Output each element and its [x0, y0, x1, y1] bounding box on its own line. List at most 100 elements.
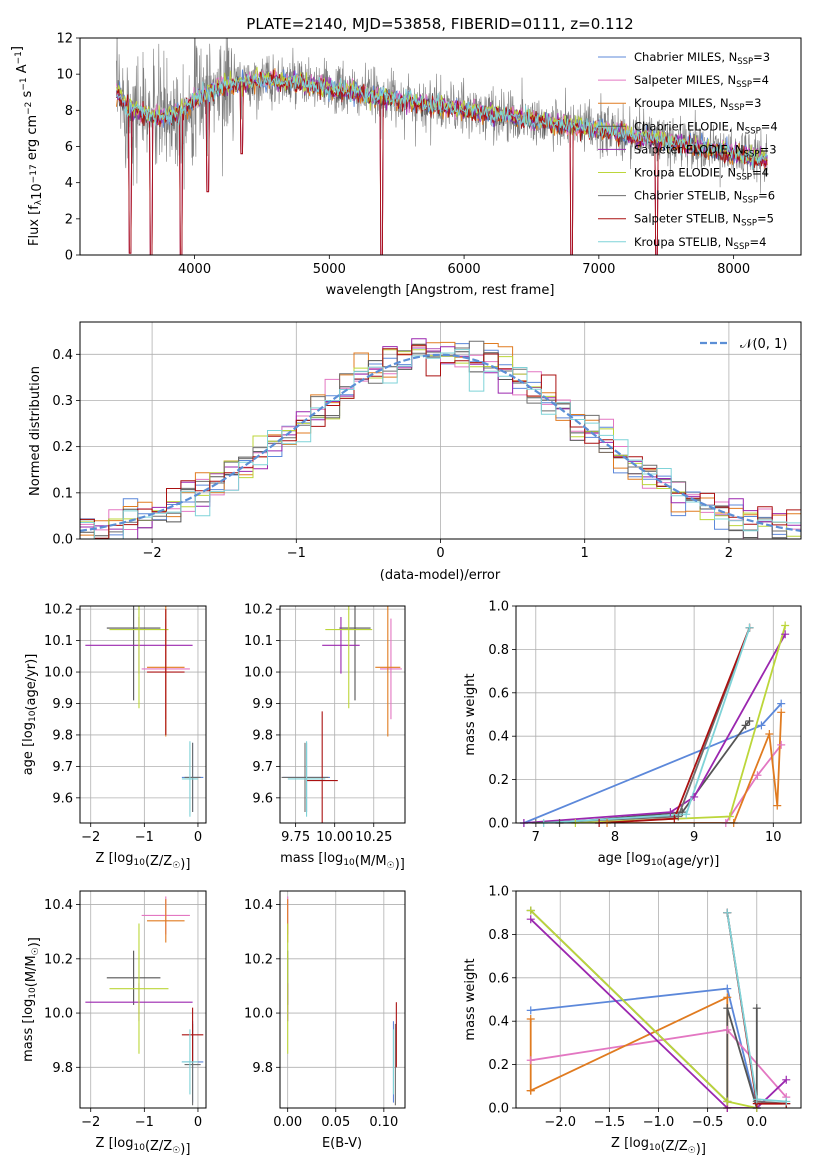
y-tick-label: 9.7 — [252, 760, 273, 775]
kroupa_miles-weight-marker — [526, 1015, 535, 1024]
x-tick-label: −1 — [135, 1115, 154, 1130]
kroupa_elodie-weight-marker — [526, 906, 535, 915]
x-tick-label: −2 — [143, 546, 162, 561]
y-tick-label: 9.9 — [252, 697, 273, 712]
x-tick-label: −1.5 — [594, 1115, 626, 1130]
y-tick-label: 1.0 — [488, 600, 509, 615]
legend-label: Kroupa STELIB, NSSP=4 — [634, 235, 766, 252]
legend-label: Chabrier STELIB, NSSP=6 — [634, 189, 775, 206]
y-tick-label: 10.1 — [44, 634, 73, 649]
x-tick-label: 0 — [194, 1115, 202, 1130]
y-tick-label: 9.6 — [252, 791, 273, 806]
x-tick-label: 5000 — [313, 262, 346, 277]
y-tick-label: 0.4 — [488, 730, 509, 745]
legend-label: Salpeter STELIB, NSSP=5 — [634, 212, 774, 229]
y-tick-label: 0.2 — [488, 1058, 509, 1073]
kroupa_stelib-histogram — [80, 349, 801, 539]
kroupa_stelib-weight-marker — [752, 1095, 761, 1104]
kroupa_stelib-weight-marker — [782, 1097, 791, 1106]
weight-vs-age-axes: 7 8 9 10 0.0 0.2 0.4 0.6 0.8 1.0 — [488, 600, 802, 845]
kroupa_miles-weight-marker — [723, 993, 732, 1002]
plot-area — [115, 38, 768, 255]
weight-vs-Z-axes-ylabel: mass weight — [463, 958, 478, 1040]
salpeter_elodie-weight-line — [530, 918, 787, 1108]
plot-area — [287, 896, 397, 1106]
y-tick-label: 0.0 — [488, 817, 509, 832]
chabrier_miles-weight-marker — [723, 984, 732, 993]
chabrier_miles-weight-line — [523, 702, 782, 823]
y-tick-label: 2 — [65, 212, 73, 227]
y-tick-label: 0.6 — [488, 971, 509, 986]
y-tick-label: 1.0 — [488, 885, 509, 900]
weight-vs-Z-axes-xlabel: Z [log10(Z/Z☉)] — [611, 1136, 706, 1157]
age-vs-Z-axes: −2 −1 0 9.6 9.7 9.8 9.9 10.0 10.1 10.2 — [44, 603, 207, 845]
y-tick-label: 0.8 — [488, 928, 509, 943]
mass-vs-Z-axes-xlabel: Z [log10(Z/Z☉)] — [96, 1136, 191, 1157]
residuals-xlabel: (data-model)/error — [380, 568, 501, 583]
kroupa_elodie-weight-line — [530, 909, 757, 1108]
y-tick-label: 0 — [65, 249, 73, 264]
kroupa_miles-weight-marker — [765, 730, 774, 739]
kroupa_elodie-spectrum-line — [115, 66, 768, 164]
age-vs-mass-axes: 9.75 10.00 10.25 9.6 9.7 9.8 9.9 10.0 10.1 10.2 — [244, 603, 406, 845]
y-tick-label: 0.8 — [488, 643, 509, 658]
normal-curve — [80, 353, 801, 532]
y-tick-label: 8 — [65, 104, 73, 119]
plot-area — [80, 338, 801, 539]
axes-frame — [279, 890, 406, 1109]
salpeter_elodie-weight-marker — [782, 1075, 791, 1084]
y-tick-label: 10.4 — [244, 898, 273, 913]
y-tick-label: 10.1 — [244, 634, 273, 649]
legend-label: Chabrier ELODIE, NSSP=4 — [634, 119, 778, 136]
chabrier_miles-weight-marker — [757, 721, 766, 730]
x-tick-label: 0 — [436, 546, 444, 561]
kroupa_miles-weight-marker — [526, 1086, 535, 1095]
y-tick-label: 10.2 — [44, 952, 73, 967]
y-tick-label: 0.2 — [488, 773, 509, 788]
x-tick-label: 0.05 — [321, 1115, 350, 1130]
chabrier_miles-weight-marker — [777, 699, 786, 708]
y-tick-label: 0.2 — [52, 440, 73, 455]
kroupa_miles-histogram — [80, 341, 801, 536]
salpeter_elodie-histogram — [80, 338, 801, 539]
axes-frame — [79, 37, 802, 256]
kroupa_elodie-weight-marker — [781, 621, 790, 630]
salpeter_elodie-weight-marker — [666, 808, 675, 817]
kroupa_elodie-weight-marker — [723, 1097, 732, 1106]
y-tick-label: 6 — [65, 140, 73, 155]
salpeter_elodie-weight-marker — [781, 630, 790, 639]
chabrier_elodie-weight-marker — [741, 721, 750, 730]
x-tick-label: 0 — [194, 830, 202, 845]
spectrum-xlabel: wavelength [Angstrom, rest frame] — [326, 283, 555, 298]
axes-frame — [79, 890, 207, 1109]
kroupa_stelib-weight-line — [543, 627, 751, 823]
x-tick-label: −1 — [135, 830, 154, 845]
x-tick-label: 0.10 — [369, 1115, 398, 1130]
legend-label: Kroupa MILES, NSSP=3 — [634, 96, 761, 113]
kroupa_stelib-weight-marker — [723, 908, 732, 917]
y-tick-label: 10.2 — [244, 603, 273, 618]
x-tick-label: 0.00 — [273, 1115, 302, 1130]
y-tick-label: 0.3 — [52, 394, 73, 409]
chabrier_elodie-weight-marker — [723, 1004, 732, 1013]
axes-frame — [79, 605, 207, 824]
y-tick-label: 10.0 — [44, 666, 73, 681]
x-tick-label: 4000 — [178, 262, 211, 277]
kroupa_stelib-weight-marker — [745, 623, 754, 632]
plot-area — [85, 896, 204, 1106]
y-tick-label: 9.7 — [52, 760, 73, 775]
chabrier_elodie-spectrum-line — [115, 71, 768, 165]
axes-frame — [79, 321, 802, 540]
x-tick-label: 1 — [581, 546, 589, 561]
y-tick-label: 9.8 — [252, 1061, 273, 1076]
mass-vs-Z-axes: −2 −1 0 9.8 10.0 10.2 10.4 — [44, 890, 207, 1130]
y-tick-label: 10.2 — [244, 952, 273, 967]
y-tick-label: 10.0 — [44, 1007, 73, 1022]
y-tick-label: 0.4 — [488, 1015, 509, 1030]
x-tick-label: −2.0 — [544, 1115, 576, 1130]
y-tick-label: 10 — [56, 68, 73, 83]
kroupa_elodie-weight-line — [575, 625, 787, 823]
axes-frame — [279, 605, 406, 824]
chabrier_miles-weight-line — [530, 987, 758, 1108]
